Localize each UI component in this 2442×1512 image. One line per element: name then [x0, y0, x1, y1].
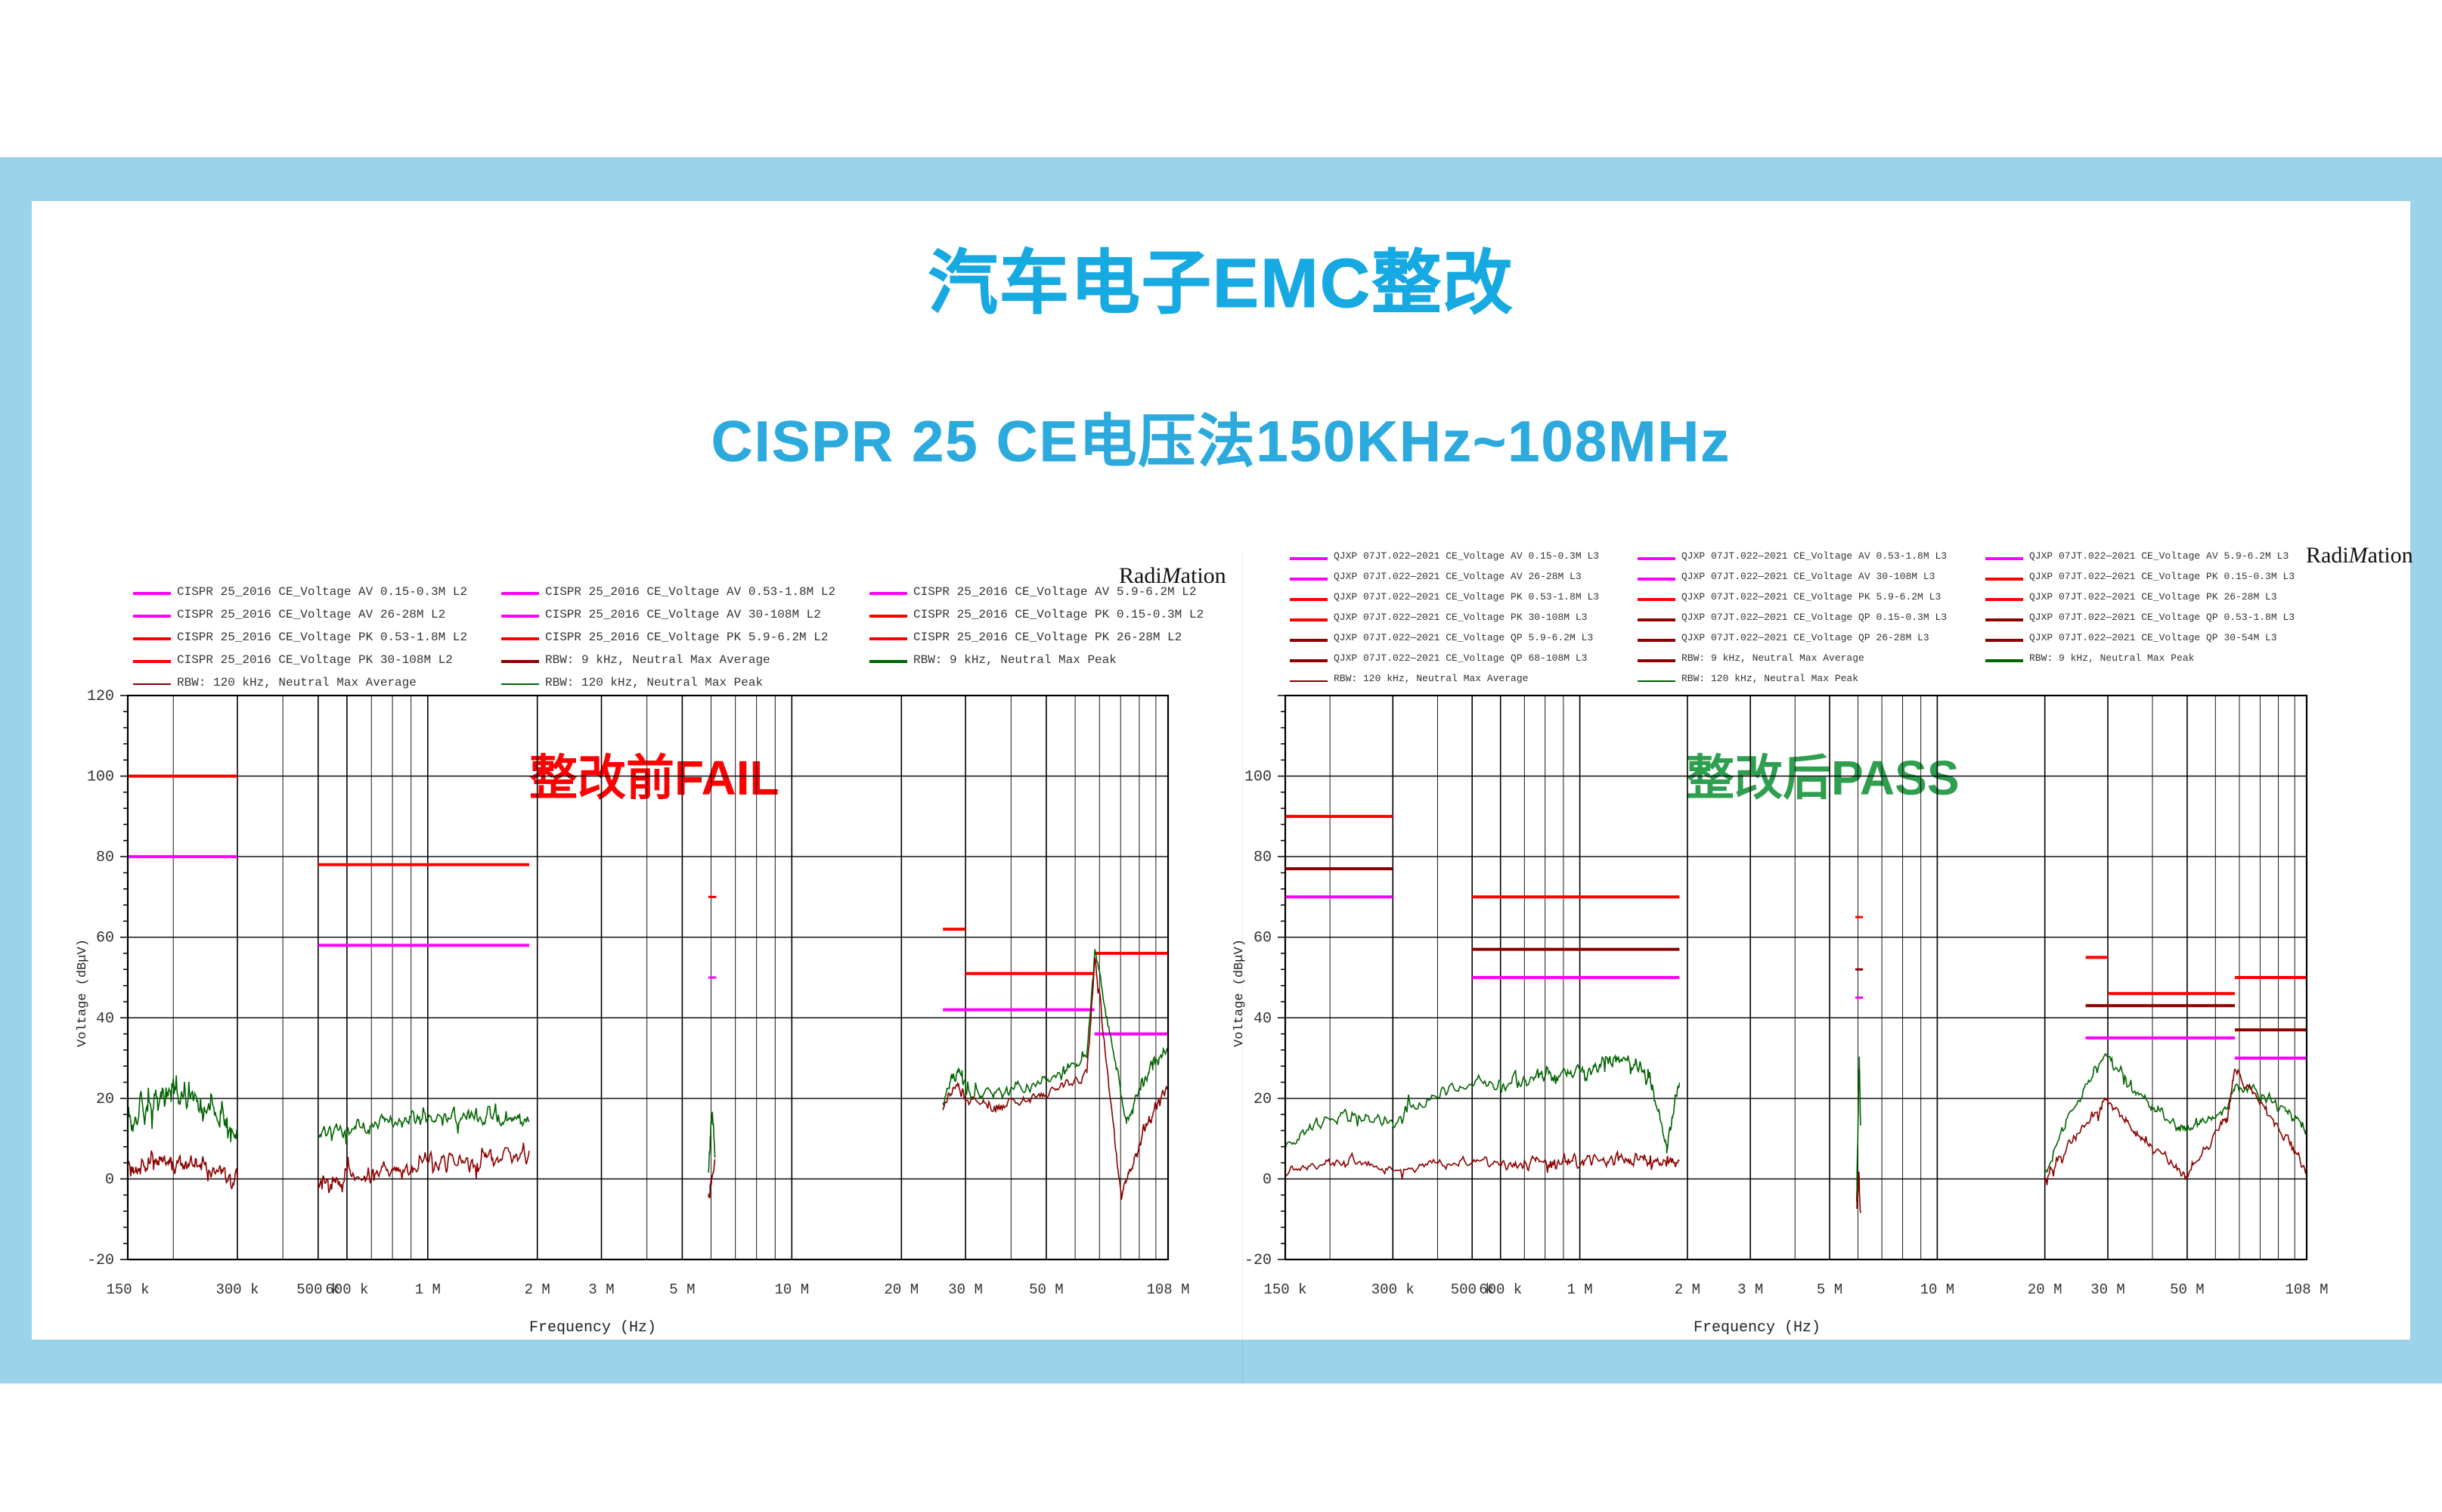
svg-text:40: 40 [96, 1010, 114, 1027]
svg-text:2 M: 2 M [1675, 1281, 1700, 1298]
svg-text:80: 80 [1254, 849, 1272, 866]
svg-text:300 k: 300 k [1371, 1281, 1415, 1298]
svg-text:50 M: 50 M [1029, 1281, 1064, 1298]
svg-text:600 k: 600 k [325, 1281, 368, 1298]
svg-text:-20: -20 [1244, 1252, 1272, 1269]
svg-text:20: 20 [96, 1091, 114, 1108]
svg-text:30 M: 30 M [2090, 1281, 2125, 1298]
svg-text:3 M: 3 M [1737, 1281, 1763, 1298]
svg-text:3 M: 3 M [588, 1281, 614, 1298]
svg-text:60: 60 [1254, 930, 1272, 947]
svg-text:50 M: 50 M [2170, 1281, 2205, 1298]
svg-text:10 M: 10 M [1920, 1281, 1955, 1298]
svg-text:5 M: 5 M [669, 1281, 695, 1298]
svg-text:20 M: 20 M [2028, 1281, 2062, 1298]
svg-text:30 M: 30 M [948, 1281, 983, 1298]
svg-text:150 k: 150 k [1263, 1281, 1306, 1298]
svg-text:300 k: 300 k [215, 1281, 259, 1298]
svg-text:0: 0 [105, 1171, 114, 1188]
svg-text:100: 100 [1244, 769, 1272, 786]
svg-text:2 M: 2 M [525, 1281, 550, 1298]
svg-text:80: 80 [96, 849, 114, 866]
svg-text:20: 20 [1254, 1091, 1272, 1108]
svg-text:150 k: 150 k [106, 1281, 149, 1298]
svg-text:1 M: 1 M [415, 1281, 441, 1298]
svg-text:-20: -20 [87, 1252, 114, 1269]
svg-text:600 k: 600 k [1479, 1281, 1522, 1298]
svg-text:100: 100 [87, 769, 114, 786]
svg-text:1 M: 1 M [1567, 1281, 1592, 1298]
svg-text:60: 60 [96, 930, 114, 947]
svg-text:120: 120 [87, 688, 114, 705]
svg-text:0: 0 [1263, 1171, 1272, 1188]
svg-text:40: 40 [1254, 1010, 1272, 1027]
svg-text:10 M: 10 M [774, 1281, 809, 1298]
svg-text:5 M: 5 M [1817, 1281, 1842, 1298]
svg-text:108 M: 108 M [1146, 1281, 1189, 1298]
svg-text:108 M: 108 M [2285, 1281, 2328, 1298]
svg-text:20 M: 20 M [884, 1281, 919, 1298]
